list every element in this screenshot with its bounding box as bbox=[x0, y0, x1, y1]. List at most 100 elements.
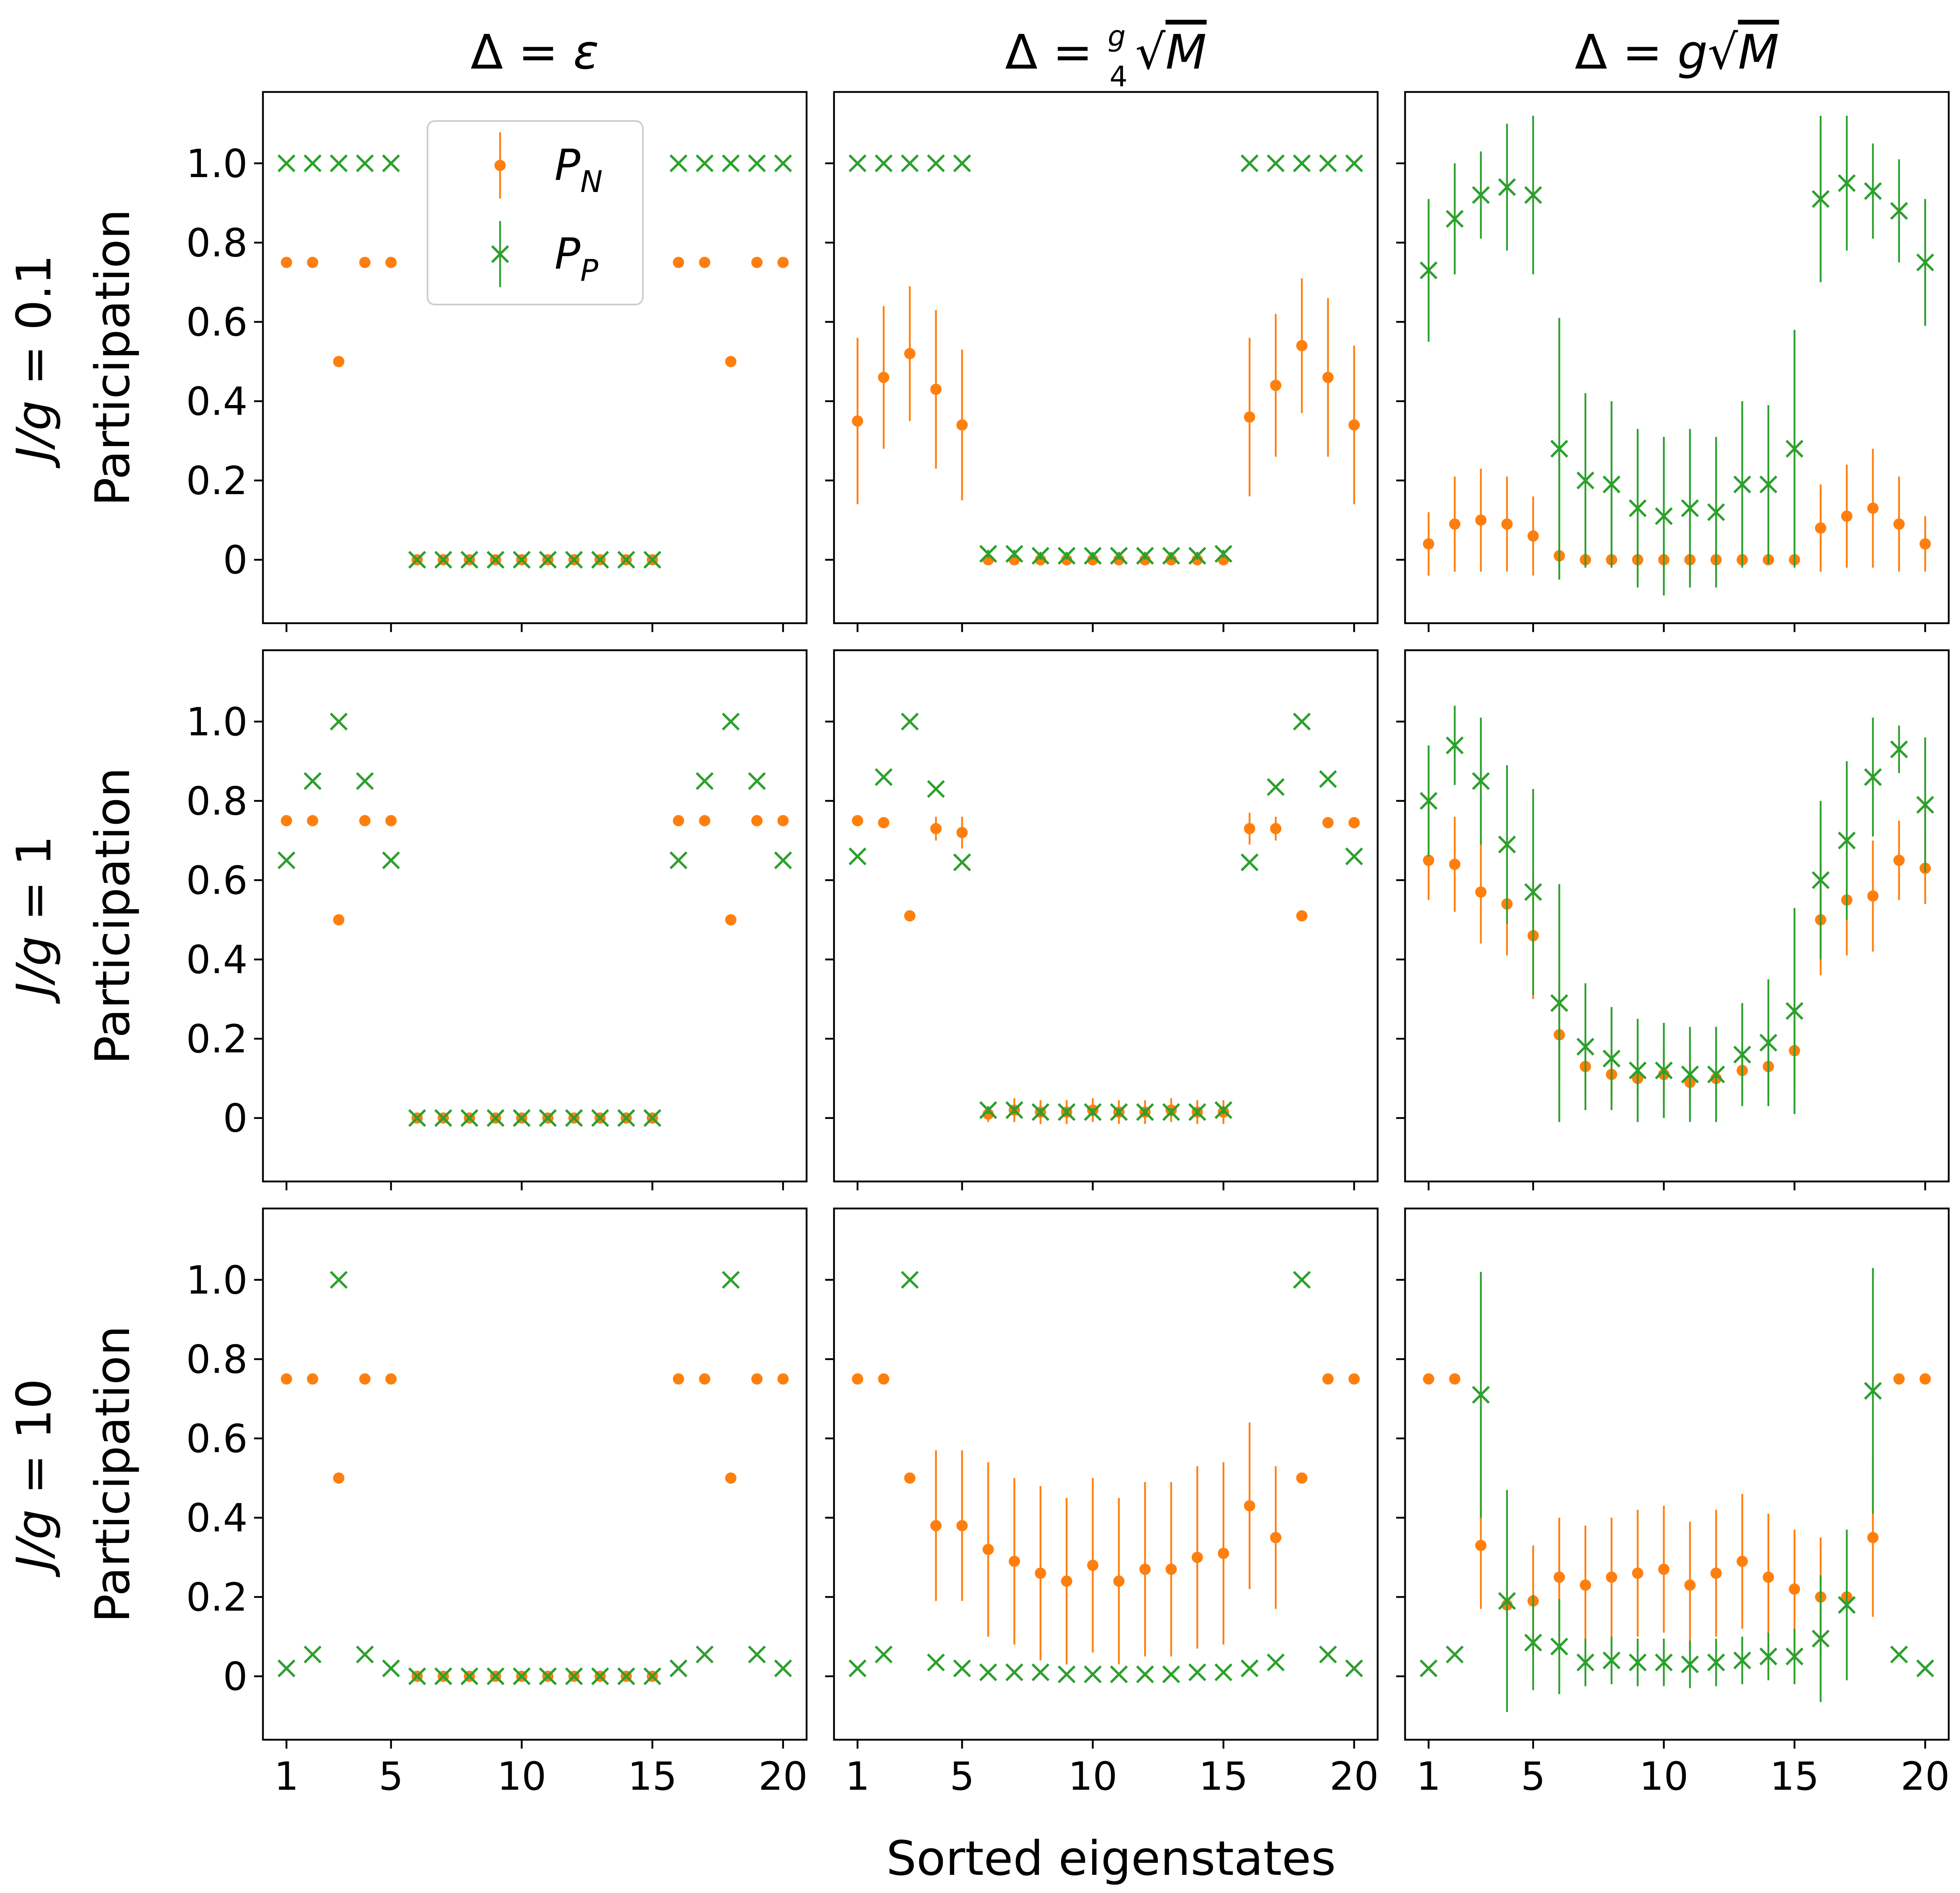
pn-point bbox=[930, 1520, 942, 1532]
title-frac-den: 4 bbox=[1109, 60, 1128, 93]
pp-point bbox=[1707, 1653, 1725, 1672]
pn-point bbox=[751, 1373, 763, 1385]
panel-r0-c2 bbox=[1396, 91, 1950, 632]
pp-point bbox=[460, 551, 479, 569]
pn-point bbox=[385, 1373, 397, 1385]
row-label-value: 10 bbox=[6, 1379, 62, 1439]
pn-point bbox=[956, 419, 968, 431]
pn-point bbox=[1061, 1575, 1072, 1587]
pp-point bbox=[696, 772, 714, 790]
pp-point bbox=[1084, 1665, 1102, 1683]
x-tick-label: 5 bbox=[950, 1754, 974, 1799]
pn-point bbox=[1087, 1559, 1099, 1571]
pp-point bbox=[382, 154, 400, 173]
pp-point bbox=[1319, 154, 1337, 173]
pp-point bbox=[565, 1667, 583, 1685]
pp-point bbox=[1345, 847, 1363, 866]
y-tick-label: 1.0 bbox=[186, 1258, 248, 1303]
pp-point bbox=[1136, 1103, 1154, 1121]
pp-point bbox=[1057, 1103, 1076, 1121]
pp-point bbox=[1345, 154, 1363, 173]
pn-point bbox=[1191, 1551, 1203, 1563]
pp-point bbox=[669, 1659, 688, 1678]
panel-frame bbox=[833, 1207, 1379, 1741]
pn-point bbox=[1867, 502, 1879, 514]
title-prefix: Δ = bbox=[1575, 24, 1678, 80]
pp-point bbox=[382, 851, 400, 870]
pn-point bbox=[1270, 1532, 1282, 1543]
pp-point bbox=[1733, 1046, 1751, 1064]
pn-point bbox=[725, 356, 737, 367]
pn-point bbox=[1113, 1575, 1125, 1587]
pn-point bbox=[1475, 514, 1487, 526]
pp-point bbox=[774, 851, 792, 870]
pn-point bbox=[1580, 1579, 1591, 1591]
pp-point bbox=[356, 1645, 374, 1663]
pp-point bbox=[1136, 1665, 1154, 1683]
title-prefix: Δ = bbox=[1005, 24, 1108, 80]
pn-point bbox=[1034, 1567, 1046, 1579]
pp-point bbox=[277, 154, 296, 173]
pn-point bbox=[673, 1373, 684, 1385]
pp-point bbox=[1890, 1645, 1908, 1663]
pp-point bbox=[979, 545, 997, 563]
pn-point bbox=[333, 356, 344, 367]
pp-point bbox=[1759, 1033, 1777, 1052]
pp-point bbox=[591, 1667, 609, 1685]
pn-point bbox=[1423, 538, 1435, 550]
pn-point bbox=[359, 1373, 371, 1385]
panel-frame bbox=[262, 1207, 808, 1741]
pp-point bbox=[849, 154, 867, 173]
pp-point bbox=[1498, 835, 1516, 854]
pp-point bbox=[1057, 547, 1076, 565]
row-label-1: J/g = 0.1 bbox=[6, 255, 62, 469]
pn-point bbox=[725, 914, 737, 926]
pn-point bbox=[1762, 1572, 1774, 1583]
pp-point bbox=[1785, 1002, 1804, 1020]
pn-point bbox=[333, 1472, 344, 1484]
pp-point bbox=[1812, 190, 1830, 208]
row-label-group-1: J/g = 0.1 Participation bbox=[6, 209, 140, 506]
pp-point bbox=[1420, 792, 1438, 810]
pp-point bbox=[539, 1667, 557, 1685]
pp-point bbox=[1628, 1061, 1647, 1079]
pp-point bbox=[1864, 768, 1882, 786]
x-tick-label: 15 bbox=[628, 1754, 677, 1799]
panel-frame bbox=[1404, 1207, 1950, 1741]
panel-frame bbox=[262, 649, 808, 1183]
pp-point bbox=[979, 1663, 997, 1682]
pp-point bbox=[539, 551, 557, 569]
x-tick-label: 10 bbox=[1639, 1754, 1689, 1799]
pp-point bbox=[1031, 1103, 1050, 1121]
pp-point bbox=[1759, 1647, 1777, 1666]
pp-point bbox=[1812, 1630, 1830, 1648]
pn-point bbox=[1789, 1583, 1800, 1595]
pp-point bbox=[1733, 1651, 1751, 1670]
pp-point bbox=[382, 1659, 400, 1678]
pp-point bbox=[513, 1667, 531, 1685]
pp-point bbox=[748, 1645, 766, 1663]
pn-point bbox=[699, 257, 711, 268]
pn-point bbox=[1244, 411, 1255, 423]
column-title-2: Δ = g 4 √M bbox=[1005, 20, 1207, 93]
x-tick-label: 20 bbox=[1330, 1754, 1379, 1799]
pp-point bbox=[953, 1659, 971, 1678]
pp-point bbox=[1005, 1663, 1024, 1682]
sqrt-sign: √ bbox=[1708, 24, 1738, 80]
pp-point bbox=[953, 853, 971, 871]
pn-point bbox=[1322, 372, 1334, 383]
pp-point bbox=[1524, 1634, 1542, 1652]
pp-point bbox=[1057, 1665, 1076, 1683]
pp-point bbox=[304, 772, 322, 790]
pn-point bbox=[1348, 1373, 1360, 1385]
title-prefix: Δ = bbox=[471, 24, 573, 80]
pp-point bbox=[1084, 547, 1102, 565]
pp-point bbox=[1812, 871, 1830, 889]
x-tick-label: 15 bbox=[1199, 1754, 1248, 1799]
y-axis-label: Participation bbox=[85, 209, 140, 506]
pp-point bbox=[1267, 1653, 1285, 1672]
pn-point bbox=[281, 257, 292, 268]
pp-point bbox=[1162, 547, 1180, 565]
pp-point bbox=[434, 1667, 452, 1685]
pn-point bbox=[699, 1373, 711, 1385]
